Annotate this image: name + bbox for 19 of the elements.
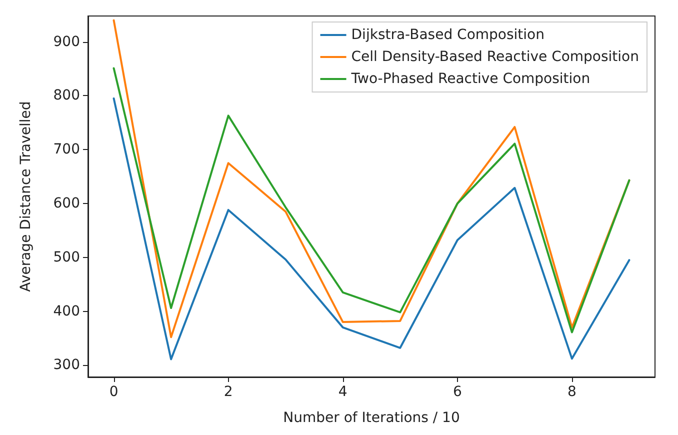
x-tick-label: 8 (567, 384, 576, 400)
line-series (112, 67, 630, 334)
x-tick-label: 2 (224, 384, 233, 400)
x-axis-title: Number of Iterations / 10 (283, 410, 460, 426)
y-tick-label: 700 (53, 142, 80, 158)
y-tick-label: 300 (53, 357, 80, 374)
x-tick-label: 4 (338, 384, 348, 400)
y-tick-label: 600 (53, 196, 80, 212)
legend-label: Two-Phased Reactive Composition (350, 71, 590, 87)
y-tick-label: 400 (53, 303, 80, 320)
y-tick-label: 800 (53, 88, 80, 104)
legend-label: Cell Density-Based Reactive Composition (351, 49, 640, 65)
y-tick-label: 900 (53, 34, 80, 50)
line-series (112, 97, 630, 360)
legend-label: Dijkstra-Based Composition (351, 27, 544, 43)
x-tick-label: 0 (109, 384, 118, 400)
y-tick-label: 500 (53, 249, 80, 266)
y-axis-title: Average Distance Travelled (18, 101, 34, 292)
x-tick-label: 6 (452, 384, 462, 400)
